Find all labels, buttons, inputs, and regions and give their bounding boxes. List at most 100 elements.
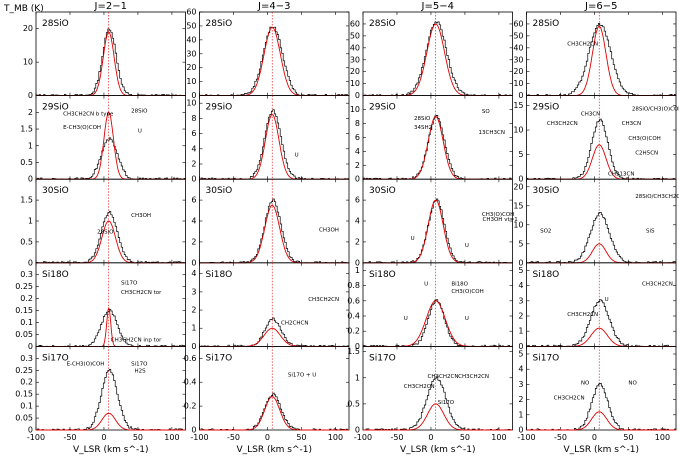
line-annotation: U (295, 152, 299, 158)
y-tick-label: 0 (518, 91, 523, 100)
line-annotation: E-CH3(O)COH (63, 125, 101, 131)
y-tick-label: 1 (28, 141, 33, 150)
y-tick-label: 0 (28, 426, 33, 435)
line-annotation: H2S (135, 369, 147, 375)
molecule-label: 29SiO (369, 103, 396, 113)
y-tick-label: 4 (191, 269, 196, 278)
line-annotation: CH3(O)COH (451, 289, 483, 295)
y-tick-label: 0.05 (15, 330, 33, 339)
line-annotation: CH3CN (581, 111, 600, 117)
y-tick-label: 10 (350, 79, 360, 88)
model-spectrum (199, 114, 349, 180)
model-spectrum (526, 25, 676, 97)
y-tick-label: 10 (350, 105, 360, 114)
line-annotation: 34SH2 (414, 125, 432, 131)
line-annotation: Si17O (131, 362, 148, 368)
observed-spectrum (363, 299, 513, 347)
line-annotation: 28SiO/CH3CH2CN (635, 194, 679, 200)
line-annotation: CH3CH2CN inp tor (111, 338, 162, 344)
y-tick-label: 4 (355, 147, 360, 156)
observed-spectrum (526, 211, 676, 264)
model-spectrum (363, 116, 513, 180)
y-tick-label: 0.2 (347, 327, 360, 336)
observed-spectrum (36, 368, 186, 431)
x-axis-label: V_LSR (km s^-1) (563, 445, 639, 455)
line-annotation: SiS (646, 228, 655, 234)
y-tick-label: 8 (191, 114, 196, 123)
y-tick-label: 2 (355, 161, 360, 170)
y-tick-label: 0 (191, 175, 196, 184)
x-tick-label: -50 (554, 433, 567, 442)
line-annotation: CH313CN (608, 171, 634, 177)
y-tick-label: 0 (191, 342, 196, 351)
y-tick-label: 0.15 (15, 390, 33, 399)
x-tick-label: 0 (592, 433, 597, 442)
y-tick-label: 60 (186, 8, 196, 17)
y-tick-label: 40 (513, 43, 523, 52)
molecule-label: Si18O (533, 270, 560, 280)
y-tick-label: 10 (23, 58, 33, 67)
spectrum-panel: 0 1 2 3 4 5 Si17O NO NO CH3CH2CN -100 -50 0 50 100 (517, 345, 677, 442)
y-tick-label: 4 (518, 281, 523, 290)
line-annotation: Si17O + U (288, 372, 316, 378)
y-tick-label: 0.3 (20, 354, 33, 363)
molecule-label: 28SiO (369, 19, 396, 29)
line-annotation: 13CH3CN (479, 130, 505, 136)
y-tick-label: 0 (191, 91, 196, 100)
y-tick-label: 2 (518, 312, 523, 321)
observed-spectrum (526, 23, 676, 96)
line-annotation: CH3CH2CN (428, 374, 459, 380)
molecule-label: Si17O (206, 353, 233, 363)
x-tick-label: 50 (623, 433, 633, 442)
y-tick-label: 6 (191, 129, 196, 138)
observed-spectrum (363, 21, 513, 96)
x-tick-label: -100 (27, 433, 45, 442)
spectrum-panel: 0 1 2 3 4 Si18O CH2CHCN CH3CH2CN (191, 262, 350, 351)
y-tick-label: 50 (186, 21, 196, 30)
line-annotation: CH3OH (319, 227, 339, 233)
line-annotation: 28SiO (414, 116, 431, 122)
y-tick-label: 2 (191, 160, 196, 169)
spectrum-panel: 0 2 4 6 8 10 29SiO U (186, 95, 350, 184)
y-tick-label: 2 (518, 395, 523, 404)
molecule-label: 29SiO (42, 103, 69, 113)
line-annotation: CH3OH (131, 213, 151, 219)
y-tick-label: 0.5 (20, 158, 33, 167)
y-tick-label: 4 (355, 217, 360, 226)
y-tick-label: 5 (518, 350, 523, 359)
molecule-label: Si17O (533, 353, 560, 363)
line-annotation: CH3CH2CN (547, 121, 578, 127)
y-tick-label: 2 (191, 306, 196, 315)
line-annotation: CH3CH2CN tor (121, 290, 162, 296)
y-tick-label: 0.25 (15, 366, 33, 375)
y-tick-label: 0 (355, 175, 360, 184)
line-annotation: CH3CH2CN (404, 384, 435, 390)
model-spectrum (363, 403, 513, 431)
y-tick-label: 30 (186, 49, 196, 58)
line-annotation: CH3CH2CN (642, 282, 673, 288)
y-tick-label: 1 (355, 373, 360, 382)
y-tick-label: 0.05 (15, 414, 33, 423)
observed-spectrum (199, 26, 349, 96)
y-tick-label: 1 (28, 217, 33, 226)
line-annotation: CH3CH2CN b type (63, 112, 114, 118)
y-tick-label: 0 (355, 258, 360, 267)
y-tick-label: 0.5 (20, 237, 33, 246)
spectrum-panel: 0 10 20 30 40 50 60 28SiO CH3CH2CN (513, 11, 677, 100)
molecule-label: 28SiO (42, 19, 69, 29)
y-tick-label: 3 (518, 296, 523, 305)
y-tick-label: 2 (28, 108, 33, 117)
line-annotation: CH2CHCN (281, 321, 308, 327)
model-spectrum (526, 327, 676, 347)
y-tick-label: 6 (191, 196, 196, 205)
y-tick-label: 10 (513, 220, 523, 229)
y-tick-label: 10 (186, 99, 196, 108)
y-tick-label: 0.25 (15, 282, 33, 291)
y-tick-label: 0.8 (347, 281, 360, 290)
y-tick-label: 50 (350, 31, 360, 40)
x-tick-label: -100 (517, 433, 535, 442)
observed-spectrum (526, 299, 676, 347)
observed-spectrum (199, 317, 349, 347)
